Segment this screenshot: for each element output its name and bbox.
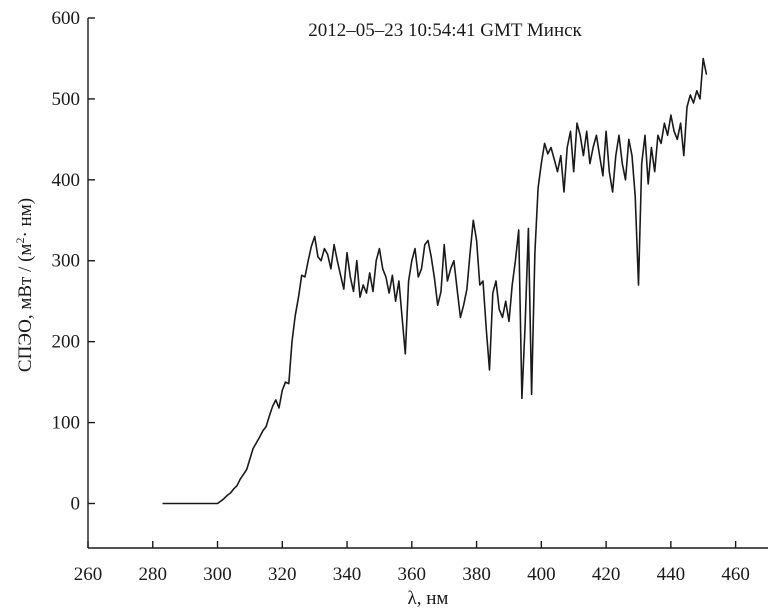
y-tick-label: 100	[52, 413, 81, 434]
y-axis-title-main: СПЭО, мВт / (м	[15, 244, 36, 373]
x-tick-label: 380	[462, 564, 491, 585]
x-ticks: 260 280 300 320 340 360 380 400 420 440 460	[74, 541, 750, 585]
chart-title: 2012–05–23 10:54:41 GMT Минск	[308, 20, 582, 41]
axes	[87, 18, 768, 549]
x-axis-title: λ, нм	[408, 588, 449, 608]
x-tick-label: 400	[527, 564, 556, 585]
y-axis-title-sup: 2	[13, 238, 27, 244]
x-tick-label: 360	[398, 564, 427, 585]
x-tick-label: 280	[139, 564, 168, 585]
y-ticks: 0 100 200 300 400 500 600	[52, 8, 95, 514]
x-tick-label: 340	[333, 564, 362, 585]
x-tick-label: 420	[592, 564, 621, 585]
x-tick-label: 320	[268, 564, 297, 585]
y-tick-label: 300	[52, 251, 81, 272]
x-tick-label: 260	[74, 564, 103, 585]
x-tick-label: 300	[203, 564, 232, 585]
x-tick-label: 460	[721, 564, 750, 585]
spectrum-line	[162, 57, 708, 505]
y-tick-label: 0	[71, 493, 81, 514]
y-tick-label: 500	[52, 89, 81, 110]
y-axis-title: СПЭО, мВт / (м2· нм)	[13, 198, 36, 372]
y-tick-label: 200	[52, 332, 81, 353]
y-tick-label: 600	[52, 8, 81, 29]
y-tick-label: 400	[52, 170, 81, 191]
y-axis-title-tail: · нм)	[15, 198, 36, 238]
x-tick-label: 440	[657, 564, 686, 585]
